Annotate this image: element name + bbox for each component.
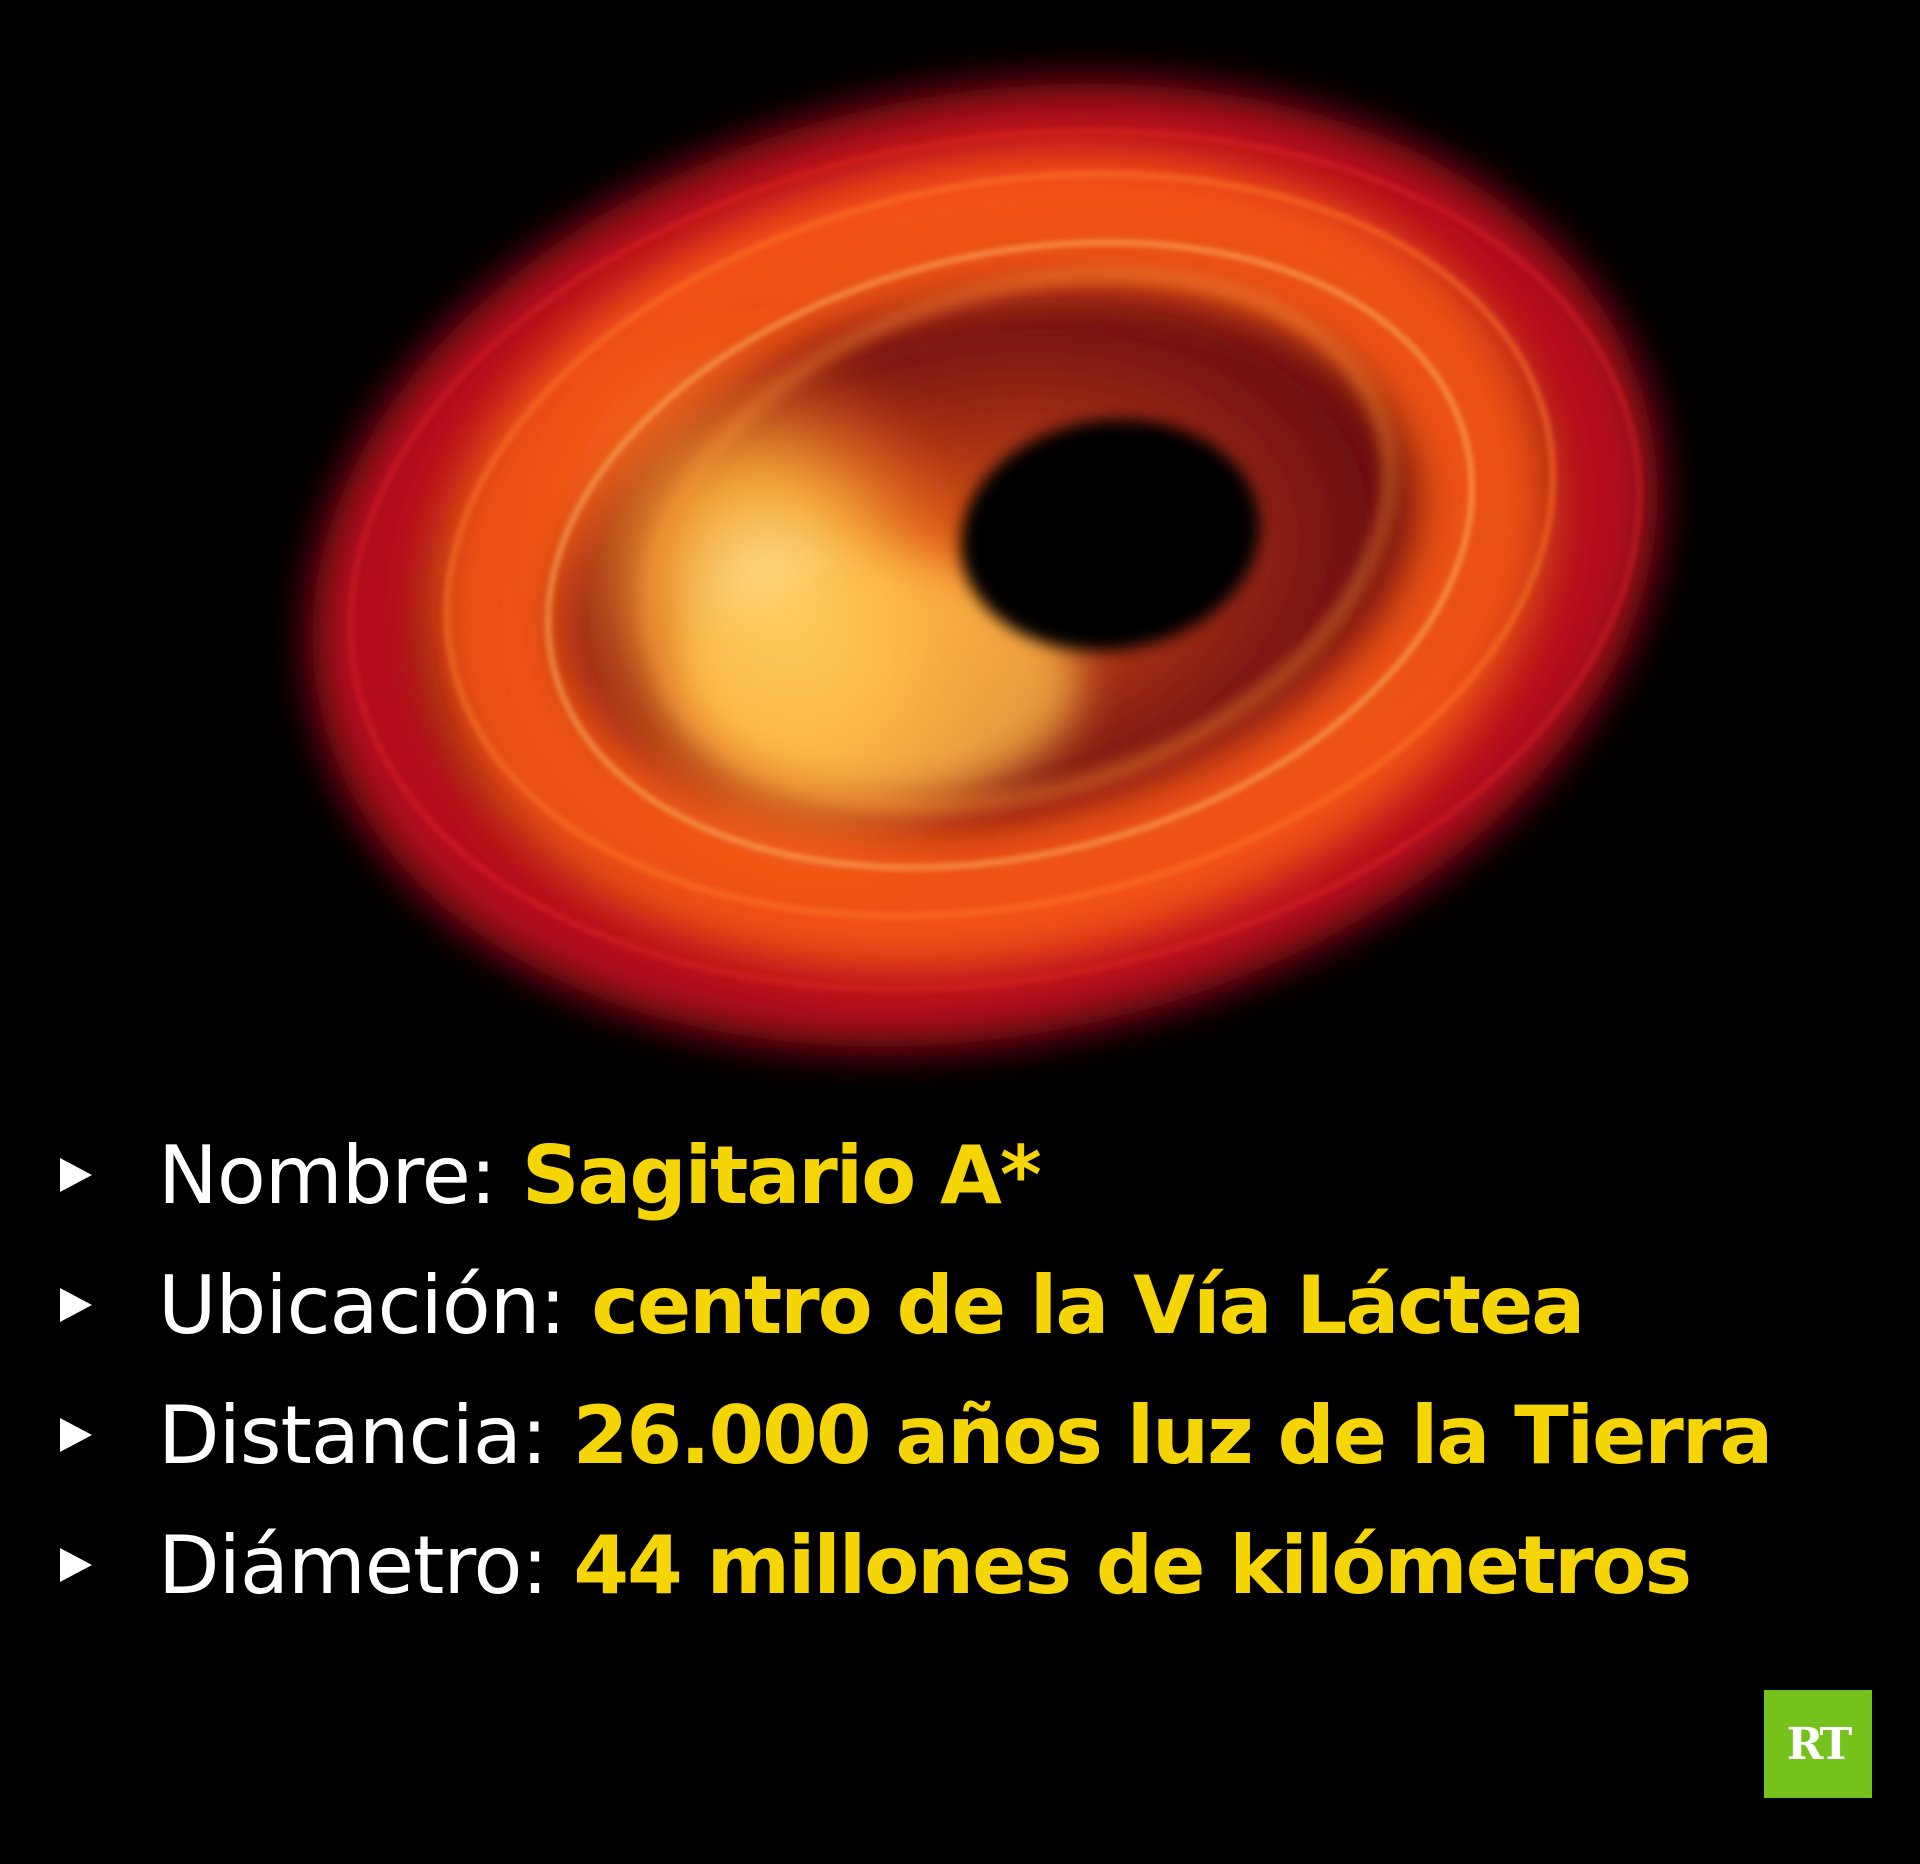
fact-value: Sagitario A* xyxy=(521,1128,1042,1222)
rt-logo: RT xyxy=(1764,1690,1872,1798)
fact-item-diameter: Diámetro: 44 millones de kilómetros xyxy=(60,1500,1900,1630)
facts-list: Nombre: Sagitario A* Ubicación: centro d… xyxy=(60,1110,1900,1630)
fact-item-distance: Distancia: 26.000 años luz de la Tierra xyxy=(60,1370,1900,1500)
fact-value: 44 millones de kilómetros xyxy=(573,1518,1692,1612)
black-hole-shadow xyxy=(960,419,1260,651)
bullet-triangle-icon xyxy=(60,1158,92,1192)
bullet-triangle-icon xyxy=(60,1418,92,1452)
black-hole-image xyxy=(288,83,1672,1058)
fact-label: Distancia: xyxy=(158,1388,548,1482)
rt-logo-text: RT xyxy=(1786,1718,1853,1770)
bullet-triangle-icon xyxy=(60,1288,92,1322)
accretion-disk xyxy=(288,83,1672,1058)
fact-value: centro de la Vía Láctea xyxy=(591,1258,1585,1352)
fact-label: Diámetro: xyxy=(158,1518,548,1612)
fact-item-location: Ubicación: centro de la Vía Láctea xyxy=(60,1240,1900,1370)
bullet-triangle-icon xyxy=(60,1548,92,1582)
fact-value: 26.000 años luz de la Tierra xyxy=(572,1388,1773,1482)
black-hole-illustration xyxy=(288,83,1672,1058)
fact-item-name: Nombre: Sagitario A* xyxy=(60,1110,1900,1240)
fact-label: Nombre: xyxy=(158,1128,497,1222)
fact-label: Ubicación: xyxy=(158,1258,566,1352)
